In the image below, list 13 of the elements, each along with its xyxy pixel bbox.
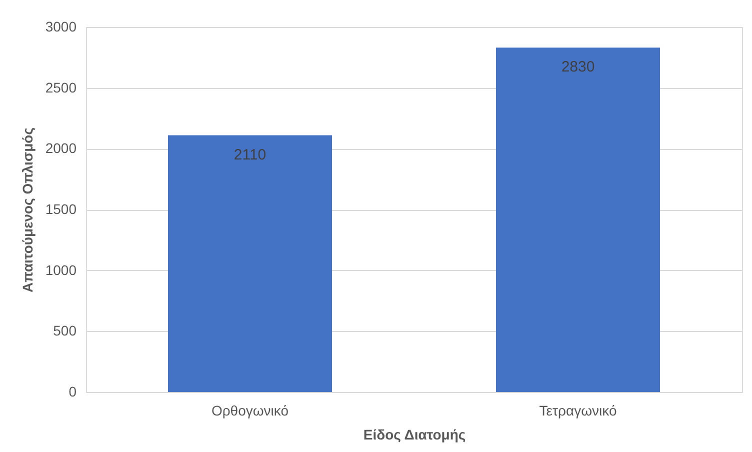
- x-axis-title: Είδος Διατομής: [363, 426, 466, 442]
- data-label: 2830: [561, 58, 595, 76]
- y-tick-label: 2500: [45, 79, 77, 96]
- y-tick-label: 0: [68, 384, 77, 400]
- y-tick-label: 1500: [45, 201, 77, 217]
- y-tick-label: 3000: [45, 18, 77, 34]
- x-tick-label: Ορθογωνικό: [211, 402, 289, 418]
- y-axis-title: Απαιτούμενος Οπλισμός: [19, 128, 36, 292]
- y-tick-label: 1000: [45, 262, 77, 278]
- y-tick-label: 2000: [45, 140, 77, 156]
- x-tick-label: Τετραγωνικό: [539, 402, 617, 418]
- y-tick-label: 500: [53, 322, 77, 339]
- data-label: 2110: [234, 146, 266, 164]
